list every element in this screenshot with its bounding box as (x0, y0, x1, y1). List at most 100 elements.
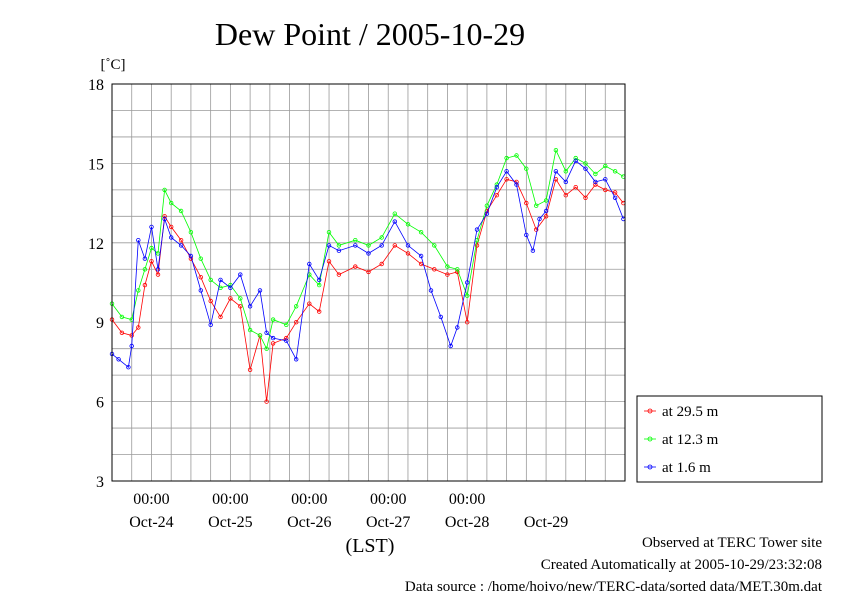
data-point (198, 275, 203, 280)
data-point (317, 309, 322, 314)
data-point (136, 237, 141, 243)
data-point (603, 187, 608, 193)
x-date-label: Oct-25 (208, 514, 252, 531)
chart-title: Dew Point / 2005-10-29 (215, 16, 525, 52)
data-point (238, 272, 243, 277)
y-tick-label: 18 (88, 77, 104, 94)
data-point (129, 333, 134, 338)
data-point (294, 320, 299, 325)
data-point (326, 243, 332, 248)
data-point (336, 272, 342, 277)
data-point (543, 198, 549, 203)
y-tick-label: 15 (88, 156, 104, 173)
data-point (142, 256, 148, 261)
plot-frame (111, 83, 626, 482)
data-point (484, 203, 490, 208)
data-point (537, 216, 542, 222)
data-point (178, 208, 184, 214)
data-point (530, 248, 536, 253)
data-point (162, 216, 167, 222)
data-point (294, 357, 299, 362)
x-date-label: Oct-26 (287, 514, 331, 531)
data-point (168, 235, 174, 240)
data-point (455, 267, 460, 272)
data-point (563, 192, 568, 198)
data-point (142, 267, 148, 272)
data-point (445, 272, 450, 277)
data-point (208, 322, 213, 327)
data-point (494, 192, 499, 198)
data-point (379, 261, 384, 267)
data-point (563, 179, 568, 185)
data-point (326, 229, 332, 235)
legend-label: at 1.6 m (662, 460, 711, 476)
series-line-2 (111, 160, 624, 368)
data-point (612, 190, 618, 195)
x-time-tick-label: 00:00 (370, 491, 406, 508)
data-point (317, 277, 322, 283)
legend-label: at 12.3 m (662, 432, 719, 448)
data-point (119, 314, 125, 320)
x-time-tick-label: 00:00 (133, 491, 169, 508)
data-point (238, 296, 243, 301)
data-point (514, 153, 519, 158)
legend-box (636, 395, 823, 483)
data-point (149, 224, 154, 230)
data-point (534, 203, 539, 208)
data-point (247, 327, 253, 333)
data-point (155, 267, 161, 272)
data-point (366, 251, 371, 256)
data-point (405, 251, 411, 256)
x-time-tick-label: 00:00 (449, 491, 485, 508)
data-point (445, 264, 450, 269)
data-point (162, 214, 167, 219)
data-point (563, 169, 568, 174)
data-point (593, 182, 598, 187)
legend-swatch-marker (647, 436, 653, 442)
data-point (270, 317, 276, 322)
data-point (494, 184, 499, 190)
data-point (603, 177, 608, 182)
data-point (418, 261, 424, 267)
data-point (188, 253, 194, 259)
data-point (405, 243, 411, 248)
data-point (455, 325, 460, 330)
data-point (136, 325, 141, 330)
axis-ticks: 3 6 9 12 15 18 00:00 00:00 00:00 00:00 00:00 Oct-24… (88, 77, 568, 531)
data-point (264, 399, 269, 404)
data-point (524, 166, 529, 171)
data-point (524, 200, 529, 206)
data-point (543, 214, 549, 219)
x-time-tick-label: 00:00 (212, 491, 248, 508)
data-point (583, 195, 588, 200)
data-point (198, 288, 203, 293)
series-layer (109, 147, 626, 404)
y-tick-label: 9 (96, 315, 104, 332)
data-point (504, 155, 509, 161)
data-point (326, 259, 332, 264)
data-point (247, 304, 253, 309)
x-date-label: Oct-29 (524, 514, 568, 531)
data-point (612, 169, 618, 174)
data-point (553, 147, 559, 153)
data-point (448, 343, 453, 349)
data-point (119, 330, 125, 335)
data-point (366, 243, 371, 248)
data-point (307, 301, 312, 306)
series-line-0 (111, 178, 624, 402)
data-point (178, 243, 184, 248)
data-point (366, 269, 371, 275)
data-point (438, 314, 443, 320)
data-point (379, 243, 384, 248)
data-point (474, 227, 480, 232)
data-point (504, 177, 509, 182)
data-point (514, 182, 519, 187)
data-point (284, 335, 289, 341)
data-point (284, 322, 289, 327)
data-point (504, 169, 509, 174)
data-point (168, 200, 174, 206)
data-point (270, 335, 276, 341)
data-point (294, 304, 299, 309)
data-point (524, 232, 529, 238)
data-point (168, 224, 174, 230)
